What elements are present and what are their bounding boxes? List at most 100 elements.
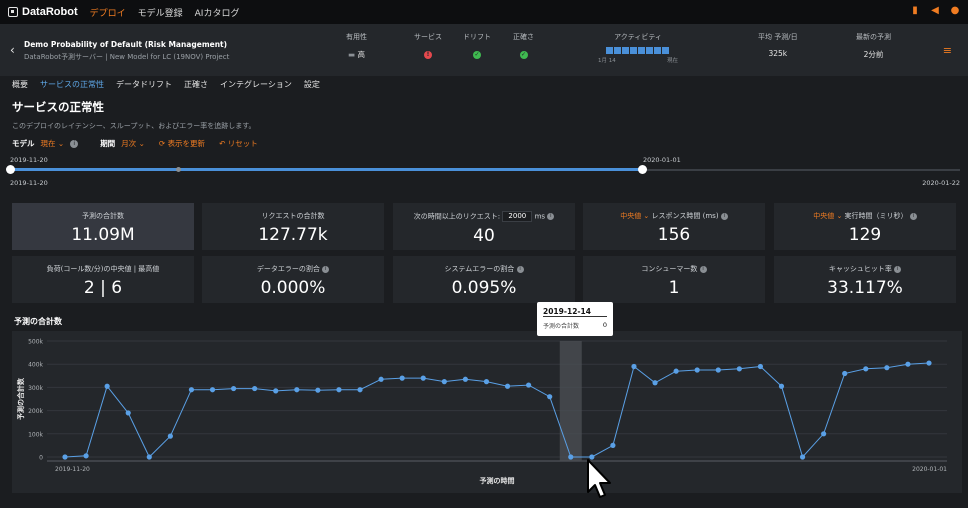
data-point [652, 380, 658, 386]
nav-item-model-registry[interactable]: モデル登録 [137, 8, 183, 19]
metric-consumers[interactable]: コンシューマー数 i 1 [583, 256, 765, 303]
data-point [736, 366, 742, 372]
service-column: サービス ! [414, 32, 442, 59]
usefulness-column: 有用性 ▬ 高 [346, 32, 367, 60]
info-icon: i [894, 265, 902, 273]
tab-settings[interactable]: 設定 [303, 80, 320, 89]
period-dropdown[interactable]: 月次 ⌄ [121, 139, 145, 148]
user-icon[interactable]: ● [950, 5, 960, 16]
tooltip-date: 2019-12-14 [543, 307, 591, 316]
data-point [125, 410, 131, 416]
info-icon: i [547, 213, 555, 220]
data-point [420, 375, 426, 381]
data-point [399, 375, 405, 381]
series-line [64, 362, 930, 458]
metric-system-error-rate[interactable]: システムエラーの割合 i 0.095% [393, 256, 575, 303]
line-chart[interactable]: 0 100k 200k 300k 400k 500k 2019-11-20 2020-01-0… [12, 331, 962, 493]
data-point [357, 387, 363, 393]
chevron-down-icon: ⌄ [834, 212, 845, 220]
chevron-down-icon: ⌄ [641, 212, 652, 220]
nav-item-ai-catalog[interactable]: AIカタログ [194, 8, 240, 19]
metric-requests-over-threshold[interactable]: 次の時間以上のリクエスト: 2000 ms i 40 [393, 203, 575, 250]
data-point [483, 379, 490, 385]
slider-start-label: 2019-11-20 [10, 156, 48, 164]
data-point [926, 360, 932, 366]
slider-tick [176, 167, 181, 172]
data-point [462, 376, 468, 382]
predictions-chart[interactable]: 0 100k 200k 300k 400k 500k 2019-11-20 2020-01-0… [12, 331, 962, 493]
service-label: サービス [414, 33, 442, 41]
accuracy-column: 正確さ ✓ [513, 32, 534, 59]
threshold-input[interactable]: 2000 [502, 211, 533, 222]
refresh-button[interactable]: ⟳ 表示を更新 [158, 139, 206, 148]
chart-tooltip: 2019-12-14 予測の合計数 0 [537, 302, 613, 336]
reset-button[interactable]: ↶ リセット [219, 139, 258, 148]
data-point [294, 387, 300, 393]
mouse-pointer-icon [587, 459, 611, 498]
tab-service-health[interactable]: サービスの正常性 [40, 80, 104, 89]
y-tick-label: 400k [28, 362, 43, 369]
data-point [631, 363, 637, 370]
tab-accuracy[interactable]: 正確さ [184, 80, 208, 89]
info-icon: i [516, 265, 524, 273]
tab-overview[interactable]: 概要 [12, 80, 28, 89]
metric-response-time[interactable]: 中央値 ⌄ レスポンス時間 (ms) i 156 [583, 203, 765, 250]
data-point [315, 387, 321, 393]
page-title: サービスの正常性 [12, 100, 104, 114]
data-point [757, 363, 764, 370]
data-point [547, 394, 553, 400]
slider-selected-range [10, 168, 643, 171]
activity-label: アクティビティ [614, 33, 662, 41]
data-point [83, 453, 89, 459]
metric-total-requests[interactable]: リクエストの合計数 127.77k [202, 203, 384, 250]
median-dropdown[interactable]: 中央値 [813, 212, 835, 220]
data-point [441, 379, 447, 385]
nav-item-deploy[interactable]: デプロイ [89, 8, 126, 19]
activity-axis: 1月 14 現在 [598, 58, 678, 64]
back-chevron-icon[interactable]: ‹ [10, 43, 15, 57]
tab-integrations[interactable]: インテグレーション [220, 80, 292, 89]
info-icon[interactable]: i [70, 139, 79, 148]
y-tick-label: 300k [28, 385, 43, 392]
metric-cache-hit-rate[interactable]: キャッシュヒット率 i 33.117% [774, 256, 956, 303]
notebook-icon[interactable]: ▮ [912, 5, 918, 16]
chevron-down-icon: ⌄ [57, 139, 65, 148]
tab-data-drift[interactable]: データドリフト [116, 80, 172, 89]
service-error-icon[interactable]: ! [424, 51, 432, 59]
data-point [715, 367, 721, 373]
model-label: モデル [12, 139, 35, 148]
slider-end-label: 2020-01-01 [643, 156, 681, 164]
activity-column: アクティビティ 1月 14 現在 [598, 32, 678, 64]
page-description: このデプロイのレイテンシー、スループット、およびエラー率を追跡します。 [12, 122, 256, 130]
drift-ok-icon[interactable]: ✓ [473, 51, 481, 59]
bars-icon: ▬ [348, 50, 356, 59]
metric-load[interactable]: 負荷(コール数/分)の中央値 | 最高値 2 | 6 [12, 256, 194, 303]
hamburger-menu-icon[interactable]: ≡ [942, 44, 952, 57]
accuracy-ok-icon[interactable]: ✓ [519, 51, 528, 59]
latest-prediction-value: 2分前 [863, 50, 884, 59]
chevron-down-icon: ⌄ [138, 139, 145, 148]
data-point [905, 361, 911, 367]
data-point [863, 366, 869, 372]
data-point [884, 365, 890, 371]
megaphone-icon[interactable]: ◀ [931, 5, 939, 16]
usefulness-value: ▬ 高 [348, 50, 365, 59]
tooltip-label: 予測の合計数 [543, 323, 580, 330]
period-label: 期間 [100, 139, 116, 148]
median-dropdown[interactable]: 中央値 [620, 212, 642, 220]
metric-data-error-rate[interactable]: データエラーの割合 i 0.000% [202, 256, 384, 303]
datarobot-logo[interactable]: DataRobot [8, 6, 78, 18]
metric-execution-time[interactable]: 中央値 ⌄ 実行時間（ミリ秒） i 129 [774, 203, 956, 250]
data-point [778, 383, 785, 389]
avg-predictions-column: 平均 予測/日 325k [758, 32, 798, 58]
data-point [104, 383, 110, 389]
deployment-title: Demo Probability of Default (Risk Manage… [24, 40, 228, 49]
metric-total-predictions[interactable]: 予測の合計数 11.09M [12, 203, 194, 250]
data-point [146, 454, 152, 460]
model-dropdown[interactable]: 現在 ⌄ [40, 139, 65, 148]
info-icon: i [699, 265, 707, 273]
slider-end-handle[interactable] [638, 165, 647, 174]
slider-start-handle[interactable] [6, 165, 15, 174]
info-icon: i [322, 265, 330, 273]
y-tick-label: 500k [28, 339, 43, 346]
